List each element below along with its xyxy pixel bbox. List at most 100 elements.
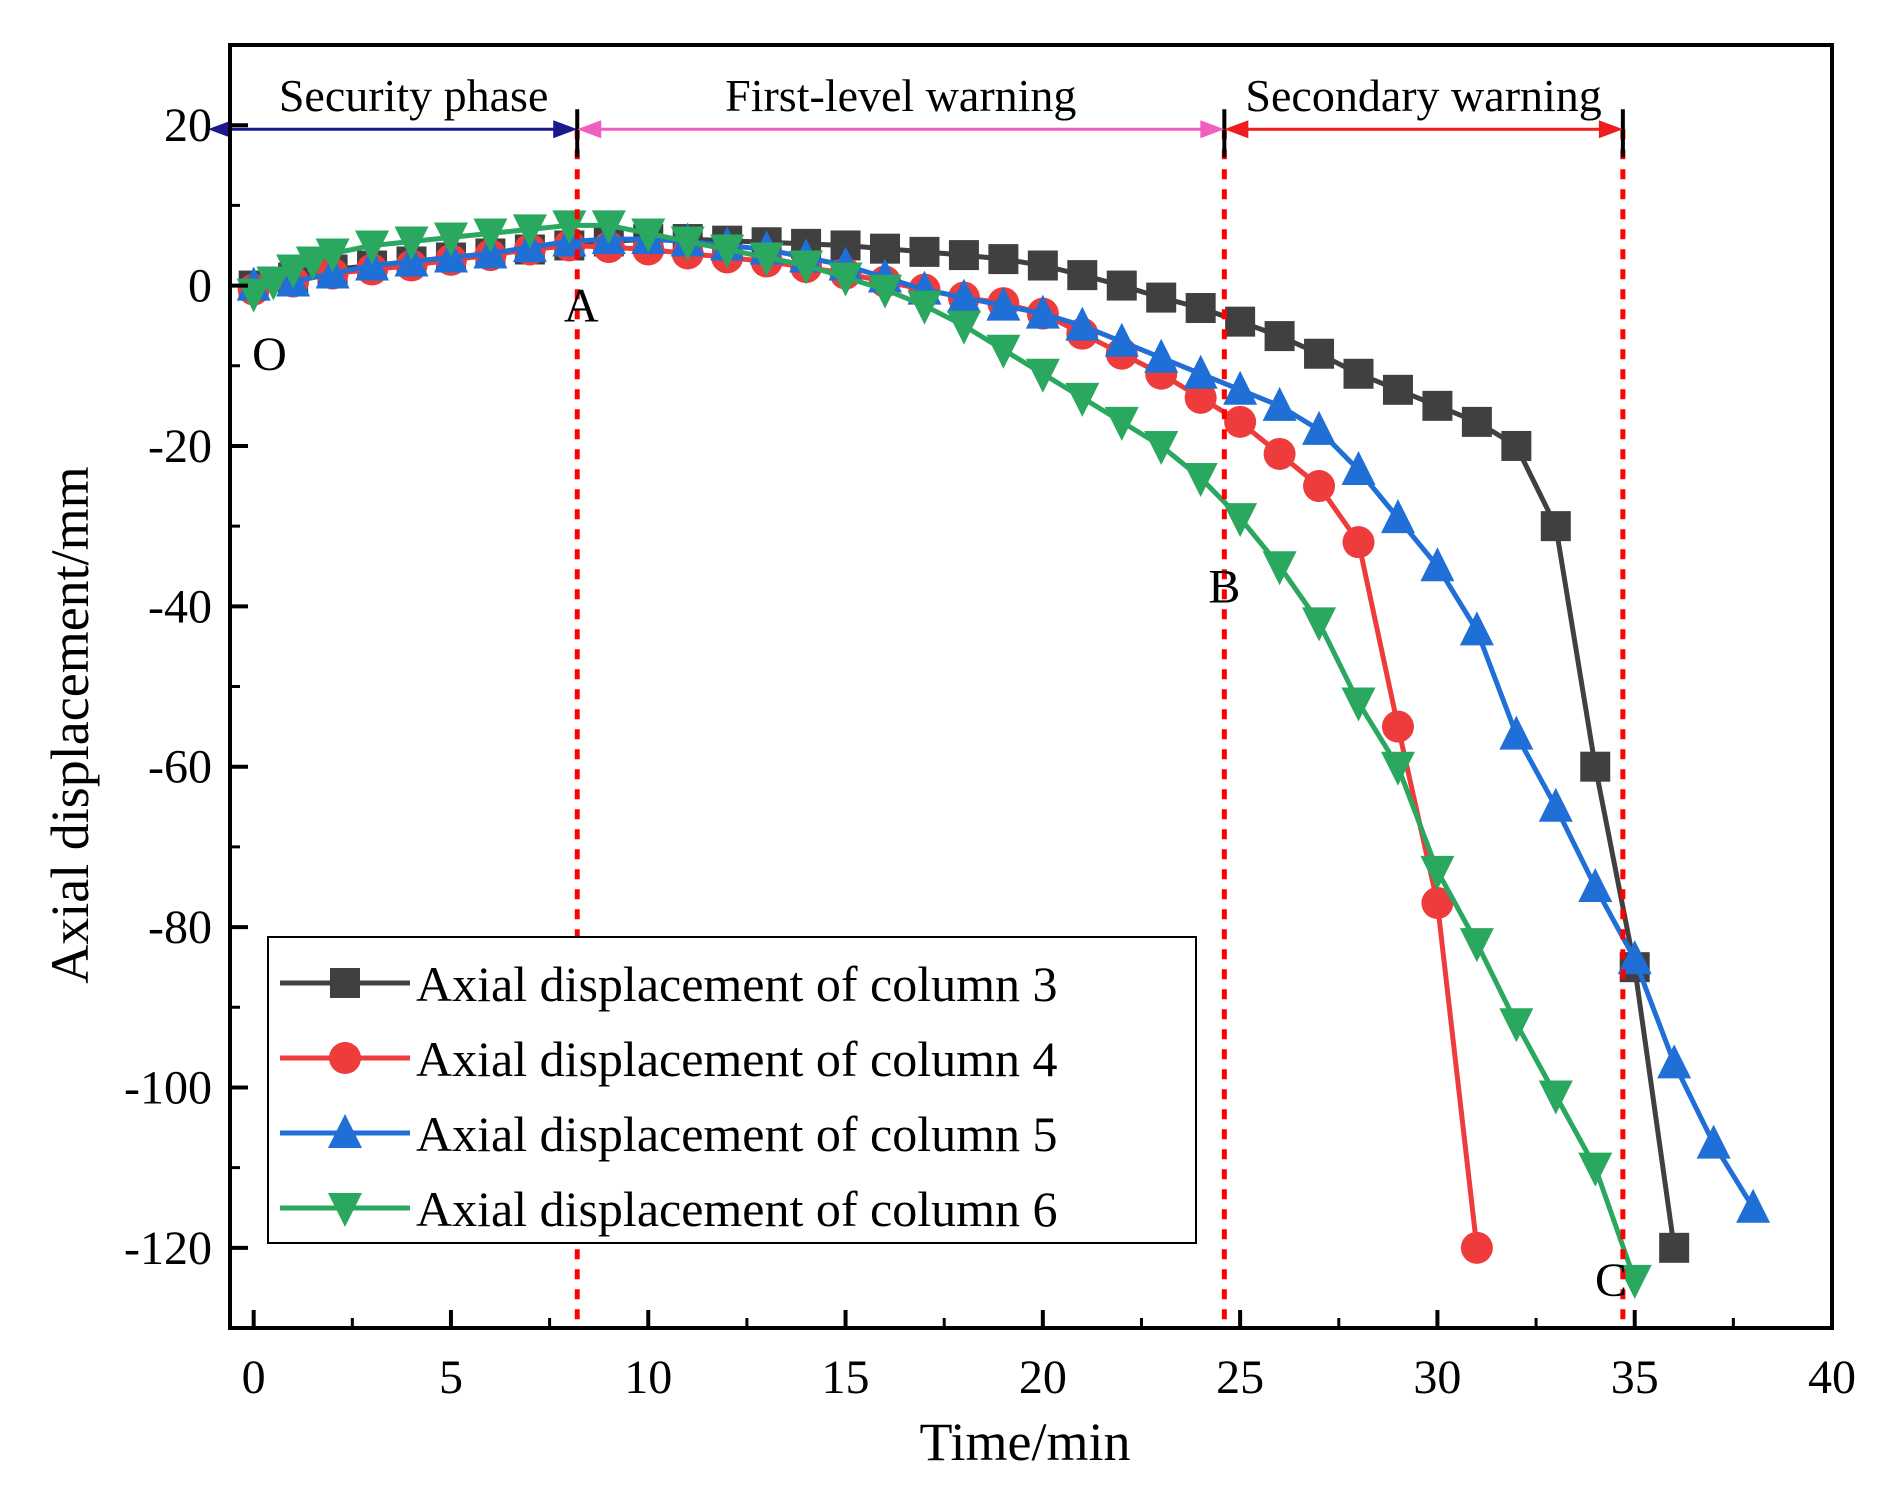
data-point-triangle-down	[256, 266, 291, 301]
data-point-triangle-down	[1499, 1008, 1534, 1043]
data-point-triangle-up	[1736, 1188, 1771, 1223]
data-point-triangle-up	[946, 278, 981, 313]
x-tick-label: 5	[439, 1351, 463, 1404]
x-tick-label: 10	[624, 1351, 672, 1404]
data-point-triangle-down	[1341, 687, 1376, 722]
data-point-triangle-down	[1144, 430, 1179, 465]
data-point-circle	[1421, 887, 1454, 920]
data-point-triangle-down	[295, 246, 330, 281]
phase-label: Secondary warning	[1245, 70, 1601, 121]
data-point-square	[1067, 260, 1098, 291]
phase-arrow-head-right	[553, 120, 578, 139]
data-point-square	[1422, 390, 1453, 421]
data-point-triangle-up	[1657, 1044, 1692, 1079]
data-point-circle	[1460, 1231, 1493, 1264]
data-point-square	[1146, 282, 1177, 313]
y-axis-title: Axial displacement/mm	[40, 466, 100, 983]
data-point-circle	[1263, 437, 1296, 470]
data-point-triangle-down	[315, 238, 350, 273]
data-point-square	[1027, 250, 1058, 281]
data-point-triangle-up	[1025, 294, 1060, 329]
data-point-triangle-up	[1578, 867, 1613, 902]
data-point-square	[1264, 321, 1295, 352]
data-point-circle	[1381, 710, 1414, 743]
data-point-triangle-up	[986, 286, 1021, 321]
y-tick-label: -40	[148, 580, 212, 633]
data-point-circle	[329, 1042, 361, 1074]
data-point-triangle-down	[276, 254, 311, 289]
phase-label: Security phase	[279, 70, 549, 121]
data-point-circle	[1342, 526, 1375, 559]
data-point-square	[948, 240, 979, 271]
data-point-square	[1659, 1232, 1690, 1263]
point-label-a: A	[564, 280, 599, 333]
data-point-triangle-up	[1183, 354, 1218, 389]
legend-item: Axial displacement of column 5	[280, 1106, 1058, 1162]
data-point-triangle-down	[1380, 751, 1415, 786]
series-6	[236, 210, 1652, 1299]
series-layer	[236, 210, 1771, 1299]
x-tick-label: 15	[822, 1351, 870, 1404]
x-tick-label: 0	[242, 1351, 266, 1404]
data-point-triangle-down	[1302, 607, 1337, 642]
data-point-square	[1501, 430, 1532, 461]
data-point-triangle-down	[828, 262, 863, 297]
y-tick-label: 20	[164, 99, 212, 152]
data-point-square	[1382, 374, 1413, 405]
y-tick-label: -120	[124, 1222, 212, 1275]
data-point-triangle-down	[433, 222, 468, 257]
legend-label: Axial displacement of column 6	[416, 1181, 1058, 1237]
data-point-triangle-down	[1104, 406, 1139, 441]
data-point-triangle-down	[868, 274, 903, 309]
legend-label: Axial displacement of column 5	[416, 1106, 1058, 1162]
legend-label: Axial displacement of column 3	[416, 956, 1058, 1012]
x-axis-title: Time/min	[919, 1412, 1130, 1472]
data-point-triangle-up	[1302, 410, 1337, 445]
x-tick-label: 35	[1611, 1351, 1659, 1404]
data-point-square	[330, 968, 360, 998]
data-point-square	[1461, 406, 1492, 437]
data-point-triangle-down	[789, 250, 824, 285]
data-point-triangle-up	[1262, 386, 1297, 421]
data-point-triangle-up	[1420, 547, 1455, 582]
legend-item: Axial displacement of column 4	[280, 1031, 1058, 1087]
data-point-triangle-down	[1065, 382, 1100, 417]
data-point-circle	[1303, 470, 1336, 503]
x-tick-label: 40	[1808, 1351, 1856, 1404]
phase-arrow-head-left	[577, 120, 602, 139]
data-point-triangle-up	[1223, 370, 1258, 405]
data-point-square	[1304, 338, 1335, 369]
data-point-triangle-up	[1617, 940, 1652, 975]
x-tick-label: 20	[1019, 1351, 1067, 1404]
data-point-triangle-down	[1617, 1264, 1652, 1299]
data-point-triangle-down	[355, 230, 390, 265]
phase-arrow-secondary	[1224, 120, 1623, 139]
y-tick-label: -80	[148, 901, 212, 954]
data-point-triangle-down	[631, 218, 666, 253]
point-label-b: B	[1208, 560, 1240, 613]
data-point-circle	[1224, 405, 1257, 438]
data-point-triangle-up	[1538, 787, 1573, 822]
data-point-triangle-up	[1459, 611, 1494, 646]
x-tick-label: 30	[1413, 1351, 1461, 1404]
data-point-triangle-down	[1578, 1152, 1613, 1187]
data-point-triangle-up	[1341, 450, 1376, 485]
data-point-triangle-down	[1420, 855, 1455, 890]
data-point-square	[1185, 293, 1216, 324]
data-point-triangle-down	[1223, 503, 1258, 538]
data-point-triangle-down	[670, 226, 705, 261]
data-point-circle	[1184, 381, 1217, 414]
data-point-triangle-down	[749, 242, 784, 277]
legend-item: Axial displacement of column 6	[280, 1181, 1058, 1237]
data-point-square	[1343, 358, 1374, 389]
y-tick-label: -20	[148, 420, 212, 473]
data-point-triangle-up	[1144, 338, 1179, 373]
data-point-triangle-down	[907, 290, 942, 325]
phase-arrow-security	[208, 120, 578, 139]
data-point-triangle-down	[1025, 358, 1060, 393]
data-point-square	[909, 236, 940, 267]
legend-box	[267, 936, 1197, 1244]
phase-arrow-head-right	[1200, 120, 1225, 139]
data-point-triangle-up	[1380, 499, 1415, 534]
